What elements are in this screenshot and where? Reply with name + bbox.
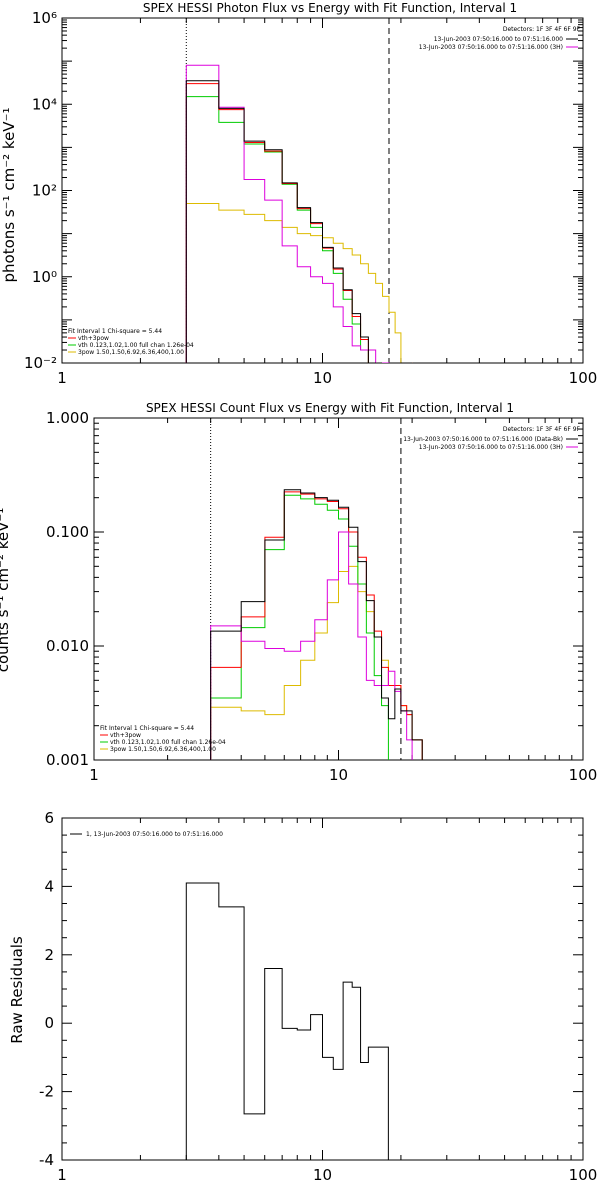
series-line-vth (185, 96, 369, 363)
legend-entry: 13-Jun-2003 07:50:16.000 to 07:51:16.000… (403, 436, 563, 443)
photon-flux-panel: SPEX HESSI Photon Flux vs Energy with Fi… (0, 1, 598, 387)
count-flux-panel: SPEX HESSI Count Flux vs Energy with Fit… (0, 401, 598, 784)
y-tick-label: 0.100 (46, 523, 89, 541)
legend-entry: vth+3pow (110, 732, 141, 739)
residuals-ylabel: Raw Residuals (8, 936, 26, 1044)
residuals-panel: Raw Residuals 1 10 100 -4 -2 0 2 4 6 1, 13-Jun-20… (8, 809, 597, 1184)
legend-entry: 13-Jun-2003 07:50:16.000 to 07:51:16.000… (419, 44, 563, 51)
plot-frame (61, 17, 584, 364)
x-tick-label: 100 (569, 1166, 598, 1184)
y-tick-label: -2 (39, 1083, 54, 1101)
y-tick-label: 0 (44, 1014, 54, 1032)
legend-entry: vth+3pow (78, 335, 109, 342)
y-tick-label: 0.010 (46, 637, 89, 655)
series-line-3pow (210, 565, 423, 760)
series-line-vth (210, 494, 389, 760)
y-tick-label: 10² (32, 182, 57, 200)
legend-entry: vth 0.123,1.02,1.00 full chan 1.26e-04 (110, 739, 226, 746)
y-tick-label: 1.000 (46, 409, 89, 427)
count-detectors-label: Detectors: 1F 3F 4F 6F 9F (503, 426, 581, 433)
x-tick-label: 100 (569, 766, 598, 784)
y-tick-label: 6 (44, 809, 54, 827)
y-tick-label: 2 (44, 946, 54, 964)
legend-entry: Fit Interval 1 Chi-square = 5.44 (68, 328, 162, 335)
y-tick-label: 10⁶ (32, 9, 57, 27)
y-tick-label: 10⁻² (24, 354, 57, 372)
count-flux-title: SPEX HESSI Count Flux vs Energy with Fit… (146, 401, 514, 415)
plot-frame (61, 817, 584, 1161)
photon-flux-ylabel: photons s⁻¹ cm⁻² keV⁻¹ (0, 108, 18, 283)
y-tick-label: 10⁰ (32, 268, 57, 286)
legend-entry: Fit Interval 1 Chi-square = 5.44 (100, 725, 194, 732)
y-tick-label: -4 (39, 1151, 54, 1169)
legend-entry: vth 0.123,1.02,1.00 full chan 1.26e-04 (78, 342, 194, 349)
x-tick-label: 100 (569, 369, 598, 387)
y-tick-label: 4 (44, 877, 54, 895)
series-line-vth+3pow (210, 491, 423, 760)
series-line-3H (210, 531, 413, 760)
x-tick-label: 10 (329, 766, 348, 784)
x-tick-label: 1 (89, 766, 99, 784)
y-tick-label: 0.001 (46, 751, 89, 769)
x-tick-label: 1 (57, 1166, 67, 1184)
series-group (185, 64, 413, 363)
series-line-3pow (185, 202, 413, 363)
legend-entry: 13-Jun-2003 07:50:16.000 to 07:51:16.000… (419, 444, 563, 451)
legend-entry: 3pow 1.50,1.50,6.92,6.36,400,1.00 (78, 349, 184, 356)
series-group (210, 489, 423, 760)
count-flux-ylabel: counts s⁻¹ cm⁻² keV⁻¹ (0, 508, 12, 673)
x-tick-label: 10 (313, 1166, 332, 1184)
series-line-vth+3pow (185, 83, 413, 363)
y-tick-label: 10⁴ (32, 95, 57, 113)
legend-entry: 1, 13-Jun-2003 07:50:16.000 to 07:51:16.… (86, 831, 223, 838)
photon-flux-title: SPEX HESSI Photon Flux vs Energy with Fi… (143, 1, 517, 15)
legend-entry: 13-Jun-2003 07:50:16.000 to 07:51:16.000 (434, 36, 563, 43)
x-tick-label: 1 (57, 369, 67, 387)
series-line-data (210, 489, 423, 760)
x-tick-label: 10 (313, 369, 332, 387)
legend-entry: 3pow 1.50,1.50,6.92,6.36,400,1.00 (110, 746, 216, 753)
series-group (185, 882, 389, 1160)
series-line-data (185, 80, 413, 363)
series-line-1 (185, 882, 389, 1160)
series-line-3H (185, 64, 390, 363)
photon-detectors-label: Detectors: 1F 3F 4F 6F 9F (503, 26, 581, 33)
